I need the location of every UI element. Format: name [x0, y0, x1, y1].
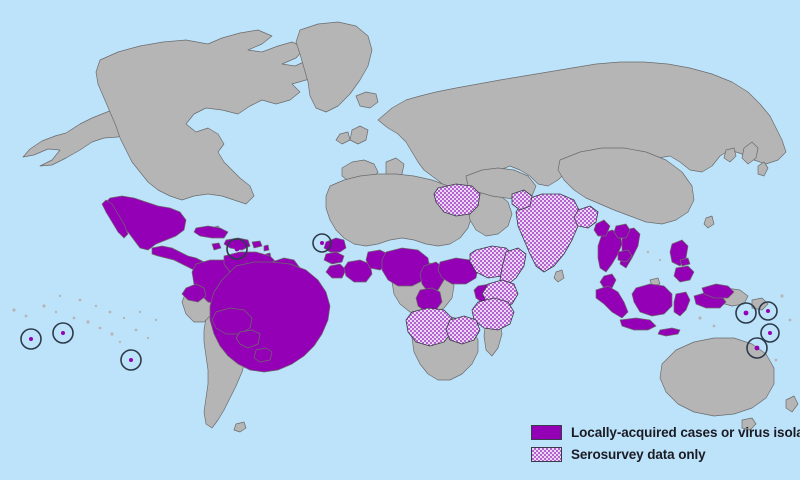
- map-legend: Locally-acquired cases or virus isolatio…: [531, 424, 800, 462]
- unaffected-land: [22, 21, 799, 433]
- legend-item-locally-acquired: Locally-acquired cases or virus isolatio…: [531, 424, 800, 440]
- marker-solomon-islands: [735, 302, 757, 324]
- legend-item-serosurvey: Serosurvey data only: [531, 446, 800, 462]
- island-annotation-markers: [20, 233, 780, 371]
- legend-label-serosurvey: Serosurvey data only: [571, 446, 706, 462]
- marker-new-caledonia: [746, 337, 768, 359]
- marker-cook-islands: [120, 349, 142, 371]
- marker-vanuatu: [760, 323, 780, 343]
- locally-acquired-regions: [101, 195, 735, 373]
- pacific-island-specks: [12, 250, 792, 362]
- serosurvey-regions: [405, 183, 599, 347]
- marker-cape-verde: [312, 233, 332, 253]
- marker-fiji: [758, 301, 778, 321]
- marker-french-polynesia: [20, 328, 42, 350]
- legend-label-locally-acquired: Locally-acquired cases or virus isolatio…: [571, 424, 800, 440]
- marker-barbados: [226, 238, 248, 260]
- legend-swatch-locally-acquired: [531, 424, 562, 440]
- island-marker-dots: [29, 241, 772, 362]
- marker-samoa: [52, 322, 74, 344]
- legend-swatch-serosurvey: [531, 446, 562, 462]
- landmass-layer: [12, 21, 799, 433]
